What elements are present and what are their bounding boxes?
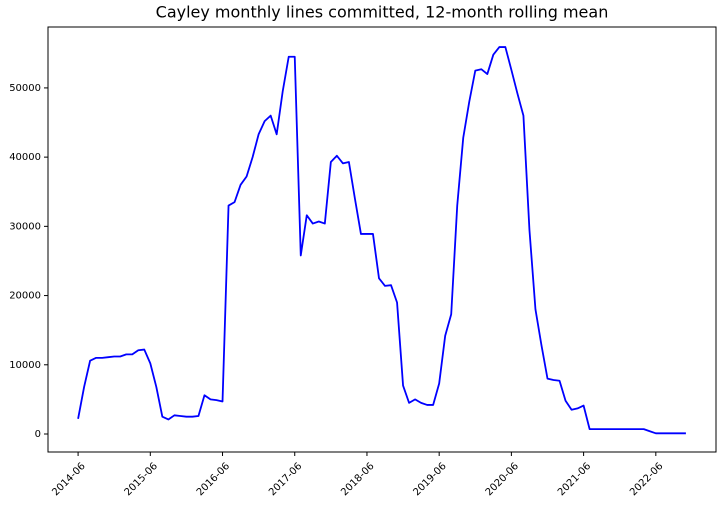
y-tick-label: 40000 — [9, 152, 41, 163]
x-tick-label: 2014-06 — [50, 461, 87, 498]
y-tick-label: 50000 — [9, 83, 41, 94]
x-tick-label: 2020-06 — [484, 461, 521, 498]
x-tick-label: 2021-06 — [556, 461, 593, 498]
x-tick-label: 2022-06 — [628, 461, 665, 498]
chart-title: Cayley monthly lines committed, 12-month… — [156, 3, 609, 22]
x-tick-label: 2017-06 — [267, 461, 304, 498]
series-line — [77, 46, 686, 435]
x-tick-label: 2018-06 — [339, 461, 376, 498]
plot-frame — [47, 26, 717, 453]
x-tick-label: 2016-06 — [195, 461, 232, 498]
x-tick-label: 2015-06 — [123, 461, 160, 498]
y-tick-label: 10000 — [9, 360, 41, 371]
y-tick-label: 0 — [35, 429, 41, 440]
y-tick-label: 30000 — [9, 221, 41, 232]
x-tick-label: 2019-06 — [411, 461, 448, 498]
y-tick-label: 20000 — [9, 291, 41, 302]
